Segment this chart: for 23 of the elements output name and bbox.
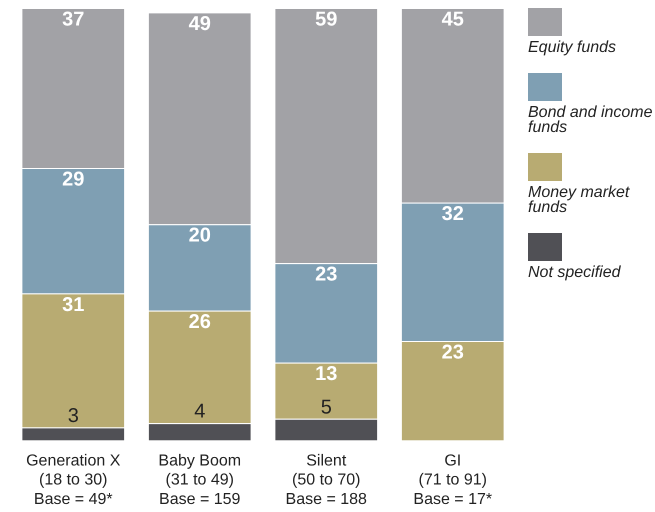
x-tick-label: Baby Boom (31 to 49) Base = 159	[158, 452, 242, 508]
x-tick-label: Generation X (18 to 30) Base = 49*	[26, 452, 121, 508]
data-label: 4	[194, 400, 206, 423]
x-tick-label: Silent (50 to 70) Base = 188	[286, 452, 368, 508]
data-label: 45	[442, 8, 464, 31]
data-label: 26	[188, 311, 211, 334]
data-label: 13	[315, 363, 338, 386]
data-label: 37	[62, 8, 84, 31]
data-label: 32	[442, 203, 464, 226]
legend-label: Not specified	[528, 264, 622, 281]
data-label: 23	[315, 264, 338, 286]
legend-label: Bond and income funds	[528, 104, 653, 136]
legend-label: Equity funds	[528, 39, 618, 56]
legend-label: Money market funds	[528, 184, 631, 216]
data-label: 31	[62, 294, 84, 316]
data-label: 20	[188, 224, 211, 247]
data-label: 23	[442, 341, 464, 364]
data-label: 3	[68, 404, 79, 427]
data-label: 49	[188, 12, 211, 35]
data-label: 59	[315, 8, 338, 31]
data-label: 5	[320, 396, 332, 418]
data-label: 29	[62, 168, 84, 191]
x-tick-label: GI (71 to 91) Base = 17*	[413, 452, 492, 508]
